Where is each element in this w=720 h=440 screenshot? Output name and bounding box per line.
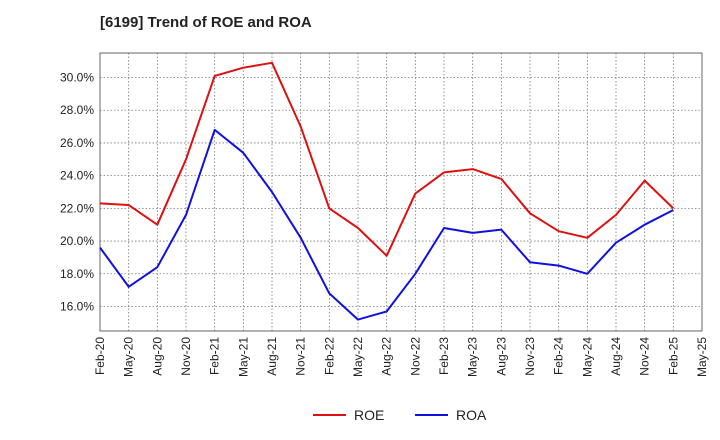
x-axis-ticks: Feb-20 May-20 Aug-20 Nov-20 Feb-21 May-21 Aug-… <box>93 337 709 377</box>
legend-label-roa: ROA <box>456 407 487 423</box>
x-tick-label: Feb-25 <box>666 337 680 375</box>
y-axis-ticks: 16.0% 18.0% 20.0% 22.0% 24.0% 26.0% 28.0% 30.0% <box>60 71 94 314</box>
x-tick-label: Feb-21 <box>208 337 222 375</box>
x-tick-label: Feb-24 <box>552 337 566 375</box>
x-tick-label: Aug-22 <box>380 337 394 376</box>
x-tick-label: May-22 <box>351 337 365 377</box>
x-tick-label: Aug-23 <box>494 337 508 376</box>
x-tick-label: May-23 <box>466 337 480 377</box>
y-tick-label: 30.0% <box>60 71 94 85</box>
x-tick-label: Nov-20 <box>179 337 193 376</box>
x-tick-label: Nov-24 <box>638 337 652 376</box>
y-tick-label: 18.0% <box>60 267 94 281</box>
y-tick-label: 26.0% <box>60 136 94 150</box>
series-line-roa <box>99 128 674 321</box>
x-tick-label: May-21 <box>236 337 250 377</box>
legend: ROE ROA <box>313 407 487 423</box>
x-tick-label: May-25 <box>695 337 709 377</box>
x-tick-label: Feb-20 <box>93 337 107 375</box>
y-tick-label: 28.0% <box>60 103 94 117</box>
series-lines <box>99 61 674 321</box>
y-tick-label: 20.0% <box>60 234 94 248</box>
y-tick-label: 22.0% <box>60 201 94 215</box>
x-tick-label: May-20 <box>122 337 136 377</box>
grid-lines <box>99 53 703 331</box>
plot-area-frame <box>99 52 703 332</box>
y-tick-label: 24.0% <box>60 169 94 183</box>
chart-title: [6199] Trend of ROE and ROA <box>100 14 312 31</box>
y-tick-label: 16.0% <box>60 299 94 313</box>
x-tick-label: Feb-22 <box>322 337 336 375</box>
x-tick-label: Feb-23 <box>437 337 451 375</box>
x-tick-label: Nov-21 <box>294 337 308 376</box>
legend-label-roe: ROE <box>354 407 384 423</box>
x-tick-label: Aug-21 <box>265 337 279 376</box>
x-tick-label: May-24 <box>580 337 594 377</box>
x-tick-label: Nov-22 <box>408 337 422 376</box>
x-tick-label: Nov-23 <box>523 337 537 376</box>
x-tick-label: Aug-20 <box>150 337 164 376</box>
series-line-roe <box>99 61 674 257</box>
x-tick-label: Aug-24 <box>609 337 623 376</box>
